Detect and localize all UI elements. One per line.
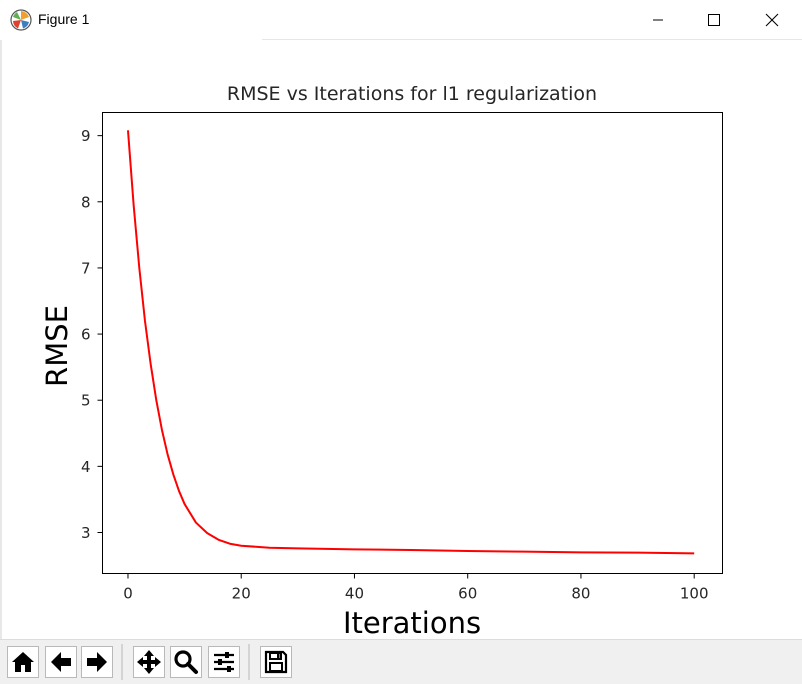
- minimize-button[interactable]: [630, 0, 686, 40]
- pan-button[interactable]: [133, 646, 165, 678]
- y-axis-label: RMSE: [40, 305, 74, 387]
- y-tick-label: 5: [81, 392, 91, 410]
- home-button[interactable]: [7, 646, 39, 678]
- y-axis-ticks: 3 4 5 6 7 8 9: [81, 127, 103, 542]
- save-icon: [264, 650, 288, 674]
- chart-title: RMSE vs Iterations for l1 regularization: [227, 83, 597, 105]
- plot-area-frame: [102, 112, 723, 574]
- maximize-button[interactable]: [686, 0, 742, 40]
- x-tick-label: 60: [458, 585, 477, 603]
- forward-arrow-icon: [87, 652, 107, 672]
- window-titlebar: Figure 1: [0, 0, 802, 40]
- navigation-toolbar: [0, 639, 802, 684]
- x-tick-label: 40: [345, 585, 364, 603]
- titlebar-divider: [262, 39, 802, 40]
- window-title: Figure 1: [38, 11, 90, 27]
- x-axis-ticks: 0 20 40 60 80 100: [123, 573, 709, 603]
- x-tick-label: 100: [680, 585, 709, 603]
- zoom-button[interactable]: [170, 646, 202, 678]
- window-left-edge: [0, 40, 2, 640]
- x-tick-label: 0: [123, 585, 133, 603]
- zoom-icon: [174, 650, 198, 674]
- configure-subplots-button[interactable]: [208, 646, 240, 678]
- series-group: [126, 130, 695, 555]
- home-icon: [12, 652, 34, 672]
- maximize-icon: [708, 14, 720, 26]
- x-axis-label: Iterations: [343, 606, 481, 640]
- y-tick-label: 6: [81, 326, 91, 344]
- pan-icon: [137, 650, 161, 674]
- rmse-series-line: [126, 130, 695, 555]
- y-tick-label: 7: [81, 259, 91, 277]
- back-button[interactable]: [45, 646, 77, 678]
- y-tick-label: 3: [81, 524, 91, 542]
- close-button[interactable]: [744, 0, 800, 40]
- y-tick-label: 9: [81, 127, 91, 145]
- x-tick-label: 20: [232, 585, 251, 603]
- x-tick-label: 80: [571, 585, 590, 603]
- matplotlib-icon: [10, 9, 32, 31]
- toolbar-separator: [248, 644, 250, 680]
- minimize-icon: [653, 19, 663, 21]
- toolbar-separator: [121, 644, 123, 680]
- forward-button[interactable]: [81, 646, 113, 678]
- y-tick-label: 4: [81, 458, 91, 476]
- save-button[interactable]: [260, 646, 292, 678]
- y-tick-label: 8: [81, 193, 91, 211]
- back-arrow-icon: [51, 652, 71, 672]
- configure-subplots-icon: [214, 652, 234, 672]
- close-icon: [765, 13, 779, 27]
